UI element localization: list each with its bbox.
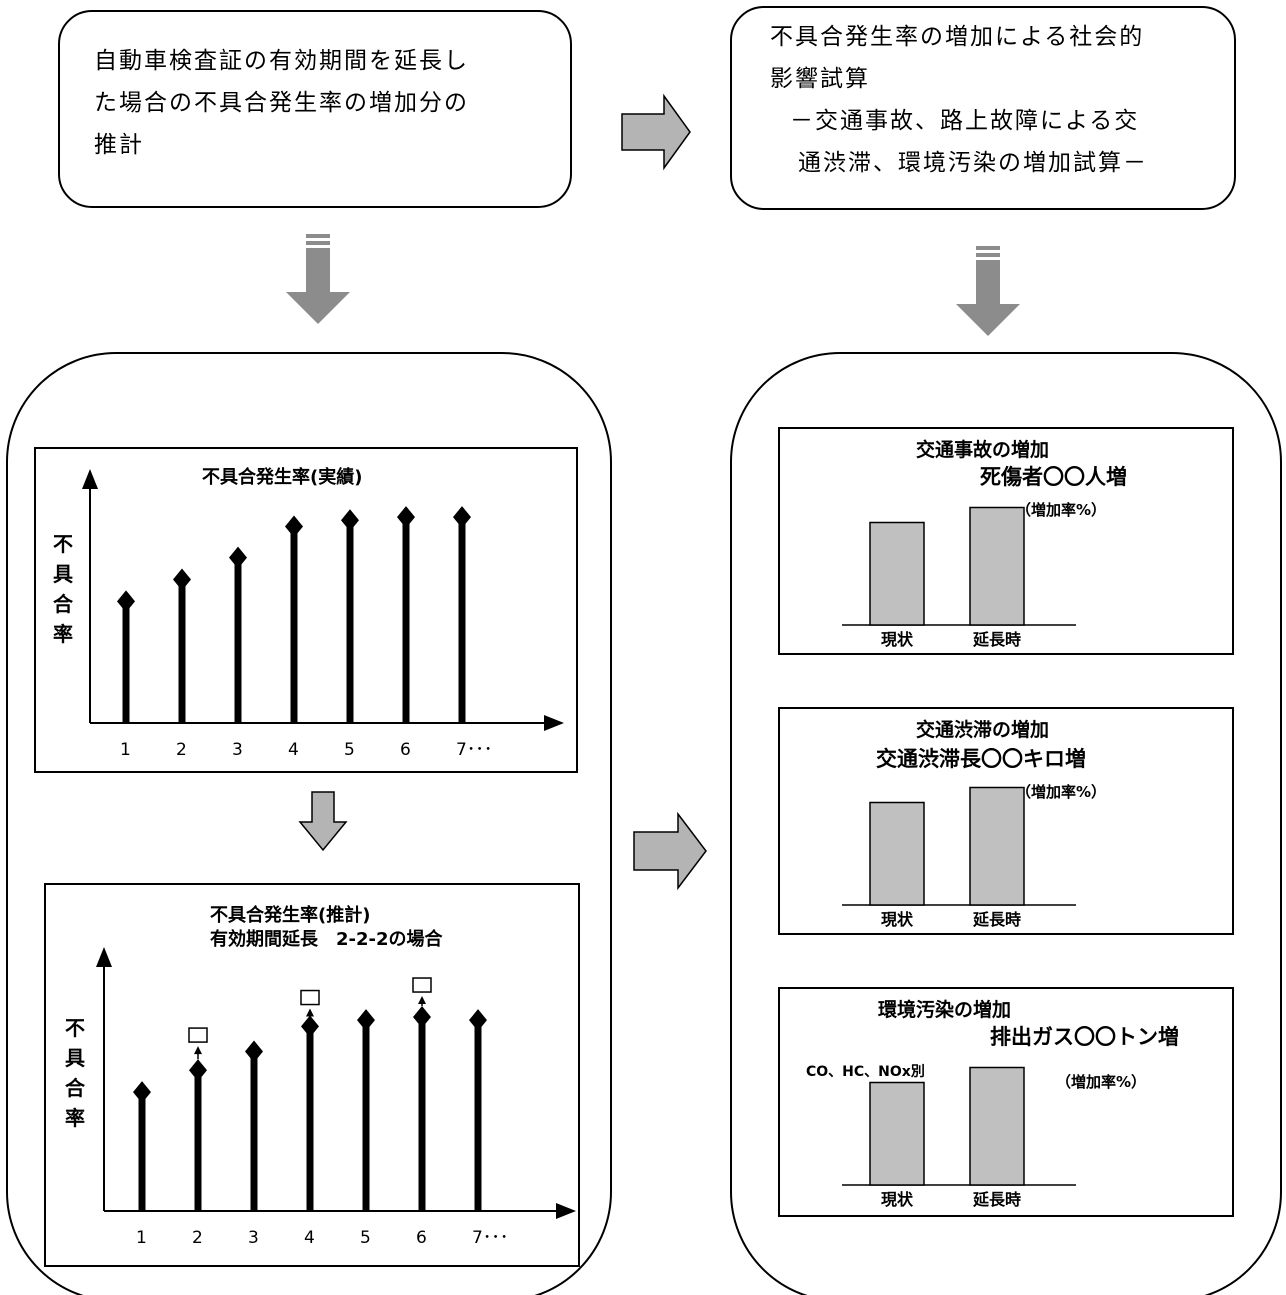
top-right-line-4: 通渋滞、環境汚染の増加試算－ xyxy=(798,150,1148,176)
impact-bar xyxy=(969,786,1025,906)
increased-point-marker xyxy=(188,1027,208,1043)
data-point-marker xyxy=(341,509,359,532)
data-point-marker xyxy=(133,1081,151,1104)
down-arrow-left xyxy=(286,234,350,324)
impact-1-line1: 交通事故の増加 xyxy=(916,439,1050,461)
increase-arrowhead xyxy=(418,996,426,1005)
data-point-marker xyxy=(357,1009,375,1032)
data-point-marker xyxy=(173,568,191,591)
x-axis-arrowhead xyxy=(544,715,564,731)
data-point-marker xyxy=(453,506,471,529)
impact-3-svg: 現状 延長時 xyxy=(842,1066,1076,1209)
impact-1-svg: 現状 延長時 xyxy=(842,506,1076,649)
x-tick-label: 5 xyxy=(360,1228,371,1248)
x-tick-label: 4 xyxy=(304,1228,315,1248)
data-point-marker xyxy=(301,1015,319,1038)
impact-bar xyxy=(969,506,1025,626)
impact-bar xyxy=(969,1066,1025,1186)
ylabel-char-4: 率 xyxy=(53,622,73,646)
y-axis-arrowhead xyxy=(82,469,98,489)
chart-actual-panel: 不具合発生率(実績) 不 具 合 率 1 2 3 4 5 6 7･･･ xyxy=(34,447,578,773)
impact-2-line1: 交通渋滞の増加 xyxy=(916,719,1050,741)
impact-x-label: 延長時 xyxy=(972,630,1021,649)
x-tick-label: 7･･･ xyxy=(472,1228,508,1248)
impact-bar xyxy=(869,521,925,626)
chart-estimate-title-2: 有効期間延長 2-2-2の場合 xyxy=(210,929,443,950)
data-point-marker xyxy=(229,546,247,569)
impact-panel-accidents: 交通事故の増加 死傷者〇〇人増 （増加率%） 現状 延長時 xyxy=(778,427,1234,655)
impact-2-line2: 交通渋滞長〇〇キロ増 xyxy=(876,747,1086,771)
impact-1-line2: 死傷者〇〇人増 xyxy=(980,465,1127,489)
chart-estimate-ylabel: 不 具 合 率 xyxy=(64,1013,86,1133)
chart-actual-title: 不具合発生率(実績) xyxy=(202,467,363,488)
increase-arrowhead xyxy=(306,1008,314,1017)
right-arrow-middle xyxy=(633,811,707,891)
impact-x-label: 現状 xyxy=(881,630,914,649)
top-left-line-2: た場合の不具合発生率の増加分の xyxy=(94,90,469,116)
impact-3-note: （増加率%） xyxy=(1056,1073,1147,1091)
chart-estimate-title-1: 不具合発生率(推計) xyxy=(210,905,371,926)
x-tick-label: 1 xyxy=(136,1228,147,1248)
chart-actual-ylabel: 不 具 合 率 xyxy=(52,529,74,649)
chart-actual-svg: 1 2 3 4 5 6 7･･･ xyxy=(82,469,564,760)
impact-3-line1: 環境汚染の増加 xyxy=(878,999,1012,1021)
x-tick-label: 5 xyxy=(344,740,355,760)
impact-x-label: 延長時 xyxy=(972,910,1021,929)
chart-estimate-svg: 1 2 3 4 5 6 7･･･ xyxy=(96,947,576,1248)
down-arrow-right xyxy=(956,246,1020,336)
right-arrow-top xyxy=(621,93,691,171)
impact-panel-congestion: 交通渋滞の増加 交通渋滞長〇〇キロ増 （増加率%） 現状 延長時 xyxy=(778,707,1234,935)
x-tick-label: 2 xyxy=(176,740,187,760)
ylabel-char-2: 具 xyxy=(65,1046,85,1070)
impact-x-label: 現状 xyxy=(881,1190,914,1209)
ylabel-char-2: 具 xyxy=(53,562,73,586)
top-left-line-3: 推計 xyxy=(94,132,144,158)
increased-point-marker xyxy=(300,989,320,1006)
impact-x-label: 現状 xyxy=(881,910,914,929)
x-tick-label: 1 xyxy=(120,740,131,760)
data-point-marker xyxy=(469,1009,487,1032)
x-tick-label: 2 xyxy=(192,1228,203,1248)
data-point-marker xyxy=(413,1006,431,1029)
ylabel-char-1: 不 xyxy=(65,1016,85,1040)
x-tick-label: 3 xyxy=(248,1228,259,1248)
x-axis-arrowhead xyxy=(556,1203,576,1219)
increase-arrowhead xyxy=(194,1046,202,1055)
x-tick-label: 3 xyxy=(232,740,243,760)
x-tick-label: 7･･･ xyxy=(456,740,492,760)
impact-bar xyxy=(869,801,925,906)
y-axis-arrowhead xyxy=(96,947,112,967)
top-left-line-1: 自動車検査証の有効期間を延長し xyxy=(94,48,469,74)
ylabel-char-3: 合 xyxy=(53,592,73,616)
increased-point-marker xyxy=(412,977,432,993)
top-left-box: 自動車検査証の有効期間を延長し た場合の不具合発生率の増加分の 推計 xyxy=(58,10,572,208)
down-arrow-small xyxy=(298,791,348,852)
data-point-marker xyxy=(189,1059,207,1082)
data-point-marker xyxy=(285,515,303,538)
impact-3-extra: CO、HC、NOx別 xyxy=(806,1064,925,1080)
impact-2-note: （増加率%） xyxy=(1016,783,1107,801)
top-right-line-1: 不具合発生率の増加による社会的 xyxy=(770,24,1145,50)
x-tick-label: 6 xyxy=(416,1228,427,1248)
x-tick-label: 4 xyxy=(288,740,299,760)
ylabel-char-3: 合 xyxy=(65,1076,85,1100)
ylabel-char-1: 不 xyxy=(53,532,73,556)
top-right-box: 不具合発生率の増加による社会的 影響試算 －交通事故、路上故障による交 通渋滞、… xyxy=(730,6,1236,210)
ylabel-char-4: 率 xyxy=(65,1106,85,1130)
impact-2-svg: 現状 延長時 xyxy=(842,786,1076,929)
impact-panel-pollution: 環境汚染の増加 排出ガス〇〇トン増 CO、HC、NOx別 （増加率%） 現状 延長… xyxy=(778,987,1234,1217)
impact-3-line2: 排出ガス〇〇トン増 xyxy=(990,1025,1179,1049)
top-right-line-2: 影響試算 xyxy=(770,66,870,92)
data-point-marker xyxy=(245,1040,263,1063)
impact-bar xyxy=(869,1081,925,1186)
x-tick-label: 6 xyxy=(400,740,411,760)
chart-estimate-panel: 不具合発生率(推計) 有効期間延長 2-2-2の場合 不 具 合 率 1 2 3 4 5… xyxy=(44,883,580,1267)
impact-1-note: （増加率%） xyxy=(1016,501,1107,519)
top-right-line-3: －交通事故、路上故障による交 xyxy=(790,108,1140,134)
impact-x-label: 延長時 xyxy=(972,1190,1021,1209)
data-point-marker xyxy=(117,590,135,613)
data-point-marker xyxy=(397,506,415,529)
